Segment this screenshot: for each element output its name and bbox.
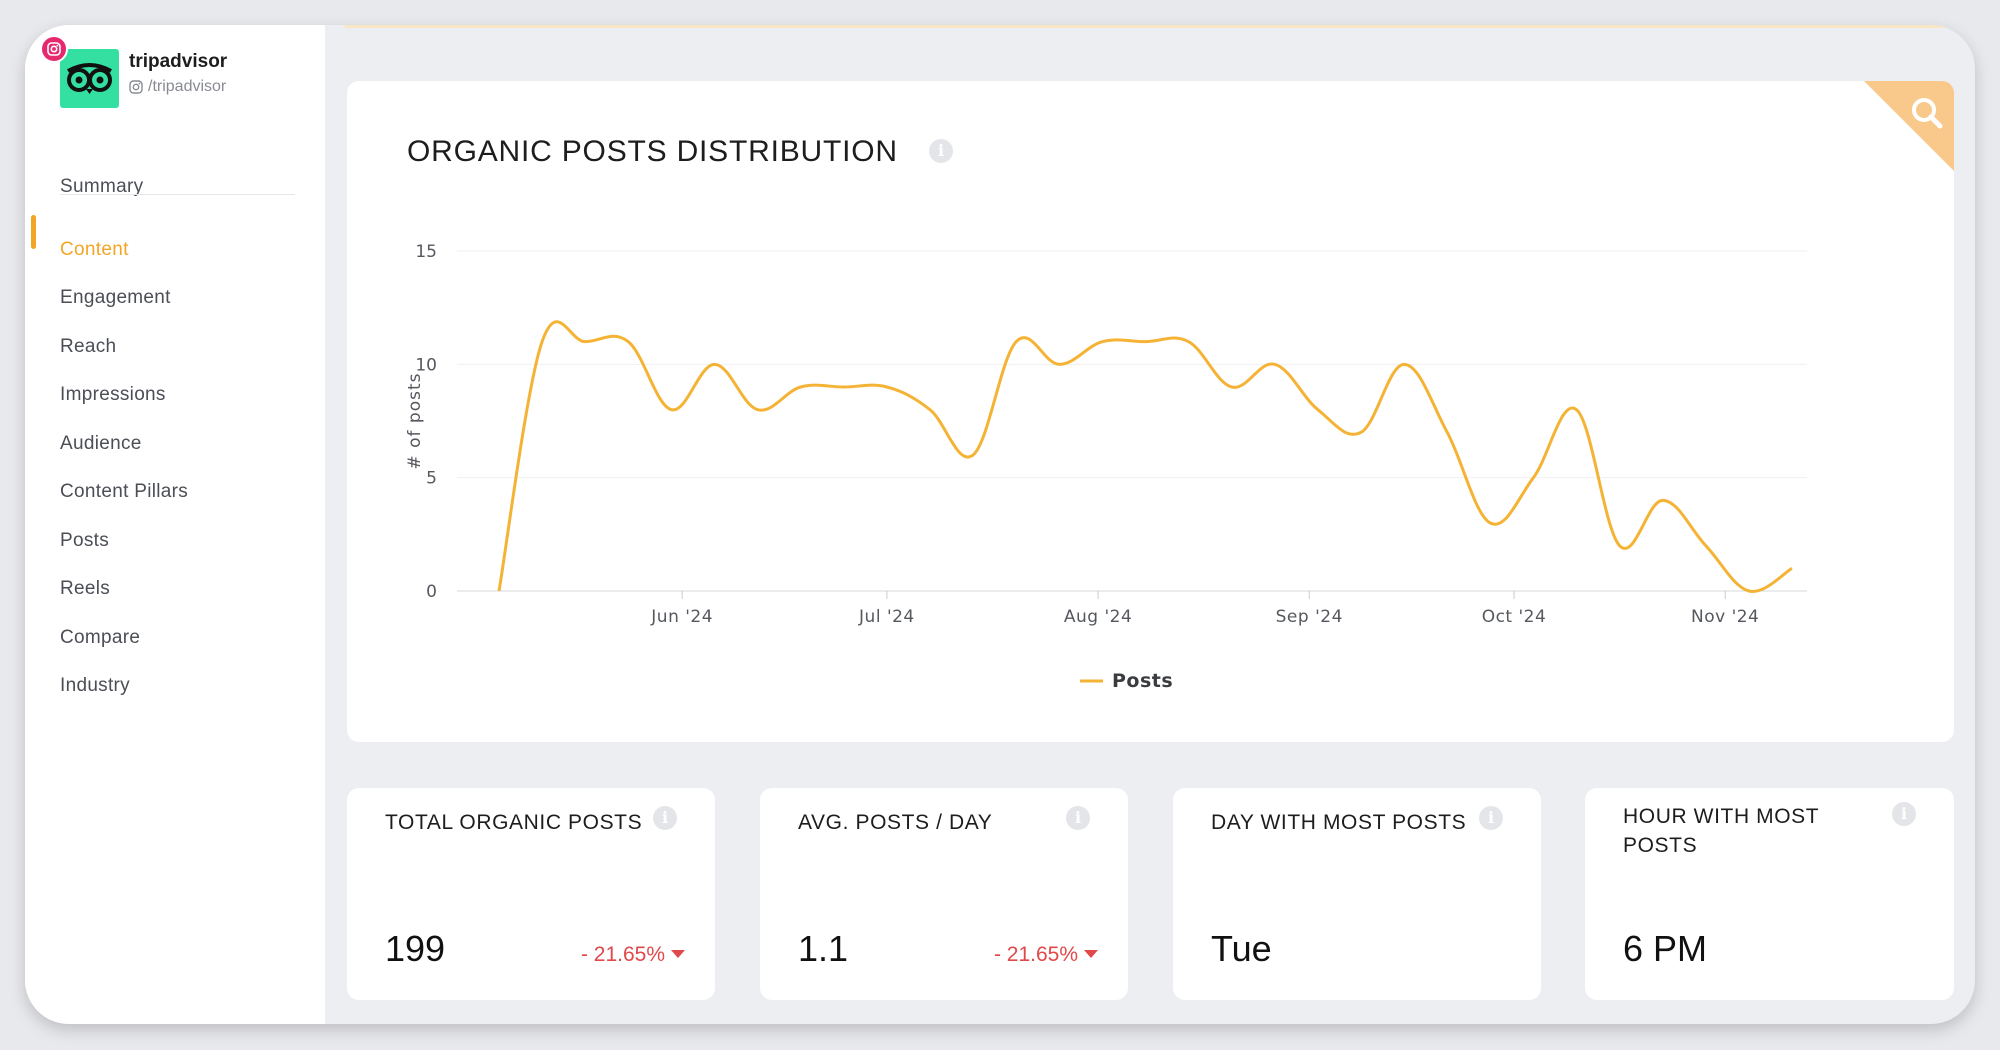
data-point <box>971 453 975 457</box>
data-point <box>713 362 717 366</box>
caret-down-icon <box>1084 950 1098 958</box>
info-icon[interactable]: i <box>1892 802 1916 826</box>
stat-card-hour-most-posts: HOUR WITH MOST POSTS i 6 PM <box>1585 788 1954 1000</box>
data-point <box>497 589 501 593</box>
data-point <box>1144 340 1148 344</box>
x-tick-label: Nov '24 <box>1691 607 1759 627</box>
data-point <box>885 385 889 389</box>
data-point <box>583 340 587 344</box>
profile-header[interactable]: tripadvisor /tripadvisor <box>40 35 320 111</box>
x-tick-label: Sep '24 <box>1276 607 1343 627</box>
tripadvisor-owl-icon <box>60 49 119 108</box>
data-point <box>540 340 544 344</box>
stat-value: 199 <box>385 928 446 969</box>
data-point <box>1618 544 1622 548</box>
data-point <box>1661 498 1665 502</box>
info-icon[interactable]: i <box>1479 806 1503 830</box>
sidebar-item-summary[interactable]: Summary <box>60 176 144 197</box>
sidebar-item-content[interactable]: Content <box>60 239 129 260</box>
x-tick-label: Aug '24 <box>1064 607 1132 627</box>
data-point <box>799 385 803 389</box>
zoom-corner-button[interactable] <box>1864 81 1954 171</box>
data-point <box>756 408 760 412</box>
data-point <box>626 340 630 344</box>
stat-card-avg-posts: AVG. POSTS / DAY i 1.1 - 21.65% <box>760 788 1128 1000</box>
data-point <box>1273 362 1277 366</box>
stat-value: 1.1 <box>798 928 849 969</box>
legend-label-posts: Posts <box>1112 670 1173 692</box>
data-point <box>1100 340 1104 344</box>
data-point <box>1445 430 1449 434</box>
data-point <box>928 408 932 412</box>
caret-down-icon <box>671 950 685 958</box>
stat-value: Tue <box>1211 928 1272 969</box>
data-point <box>1230 385 1234 389</box>
stat-label: AVG. POSTS / DAY <box>798 811 993 834</box>
y-axis-label: # of posts <box>405 372 425 469</box>
y-tick-label: 10 <box>415 355 437 375</box>
y-tick-label: 15 <box>415 242 437 262</box>
data-point <box>1531 476 1535 480</box>
sidebar-item-engagement[interactable]: Engagement <box>60 287 171 308</box>
instagram-small-icon <box>129 80 143 94</box>
data-point <box>1704 544 1708 548</box>
info-icon[interactable]: i <box>653 806 677 830</box>
x-tick-label: Jul '24 <box>858 607 915 627</box>
sidebar-item-posts[interactable]: Posts <box>60 530 110 551</box>
data-point <box>842 385 846 389</box>
nav-divider <box>60 194 295 195</box>
profile-name: tripadvisor <box>129 51 228 72</box>
stat-card-day-most-posts: DAY WITH MOST POSTS i Tue <box>1173 788 1541 1000</box>
organic-posts-chart-card: ORGANIC POSTS DISTRIBUTION i 0 5 10 15 # of … <box>347 81 1954 742</box>
data-point <box>669 408 673 412</box>
instagram-icon <box>40 35 68 63</box>
stat-label: HOUR WITH MOST POSTS <box>1623 805 1819 857</box>
top-strip <box>345 25 1975 28</box>
posts-line-chart: 0 5 10 15 # of posts Jun '24 Jul '24 Aug '24 Sep… <box>405 242 1807 692</box>
search-icon <box>1912 98 1936 122</box>
stat-change: - 21.65% <box>581 943 685 967</box>
stat-change: - 21.65% <box>994 943 1098 967</box>
active-nav-indicator <box>31 215 36 249</box>
stat-card-total-posts: TOTAL ORGANIC POSTS i 199 - 21.65% <box>347 788 715 1000</box>
x-tick-label: Oct '24 <box>1482 607 1547 627</box>
sidebar-item-compare[interactable]: Compare <box>60 627 141 648</box>
sidebar-item-content-pillars[interactable]: Content Pillars <box>60 481 189 502</box>
sidebar-item-impressions[interactable]: Impressions <box>60 384 166 405</box>
stat-change-value: - 21.65% <box>993 943 1078 966</box>
sidebar-item-reach[interactable]: Reach <box>60 336 117 357</box>
y-tick-label: 0 <box>426 582 437 602</box>
data-point <box>1187 340 1191 344</box>
info-icon[interactable]: i <box>1066 806 1090 830</box>
stat-label: DAY WITH MOST POSTS <box>1211 811 1467 834</box>
data-point <box>1359 430 1363 434</box>
data-point <box>1747 589 1751 593</box>
sidebar-item-reels[interactable]: Reels <box>60 578 111 599</box>
sidebar: tripadvisor /tripadvisor Summary Content… <box>25 25 325 1024</box>
data-point <box>1057 362 1061 366</box>
chart-title: ORGANIC POSTS DISTRIBUTION <box>407 135 898 168</box>
profile-handle: /tripadvisor <box>148 78 227 95</box>
data-point <box>1316 408 1320 412</box>
x-tick-label: Jun '24 <box>650 607 713 627</box>
sidebar-item-audience[interactable]: Audience <box>60 433 142 454</box>
sidebar-item-industry[interactable]: Industry <box>60 675 130 696</box>
series-line-posts <box>497 320 1793 593</box>
stat-change-value: - 21.65% <box>580 943 665 966</box>
app-window: tripadvisor /tripadvisor Summary Content… <box>25 25 1975 1024</box>
data-point <box>1402 362 1406 366</box>
data-point <box>1575 408 1579 412</box>
stat-value: 6 PM <box>1623 928 1708 969</box>
info-icon[interactable]: i <box>929 139 953 163</box>
stat-label: TOTAL ORGANIC POSTS <box>385 811 643 834</box>
data-point <box>1014 340 1018 344</box>
data-point <box>1790 566 1794 570</box>
data-point <box>1488 521 1492 525</box>
y-tick-label: 5 <box>426 469 437 489</box>
